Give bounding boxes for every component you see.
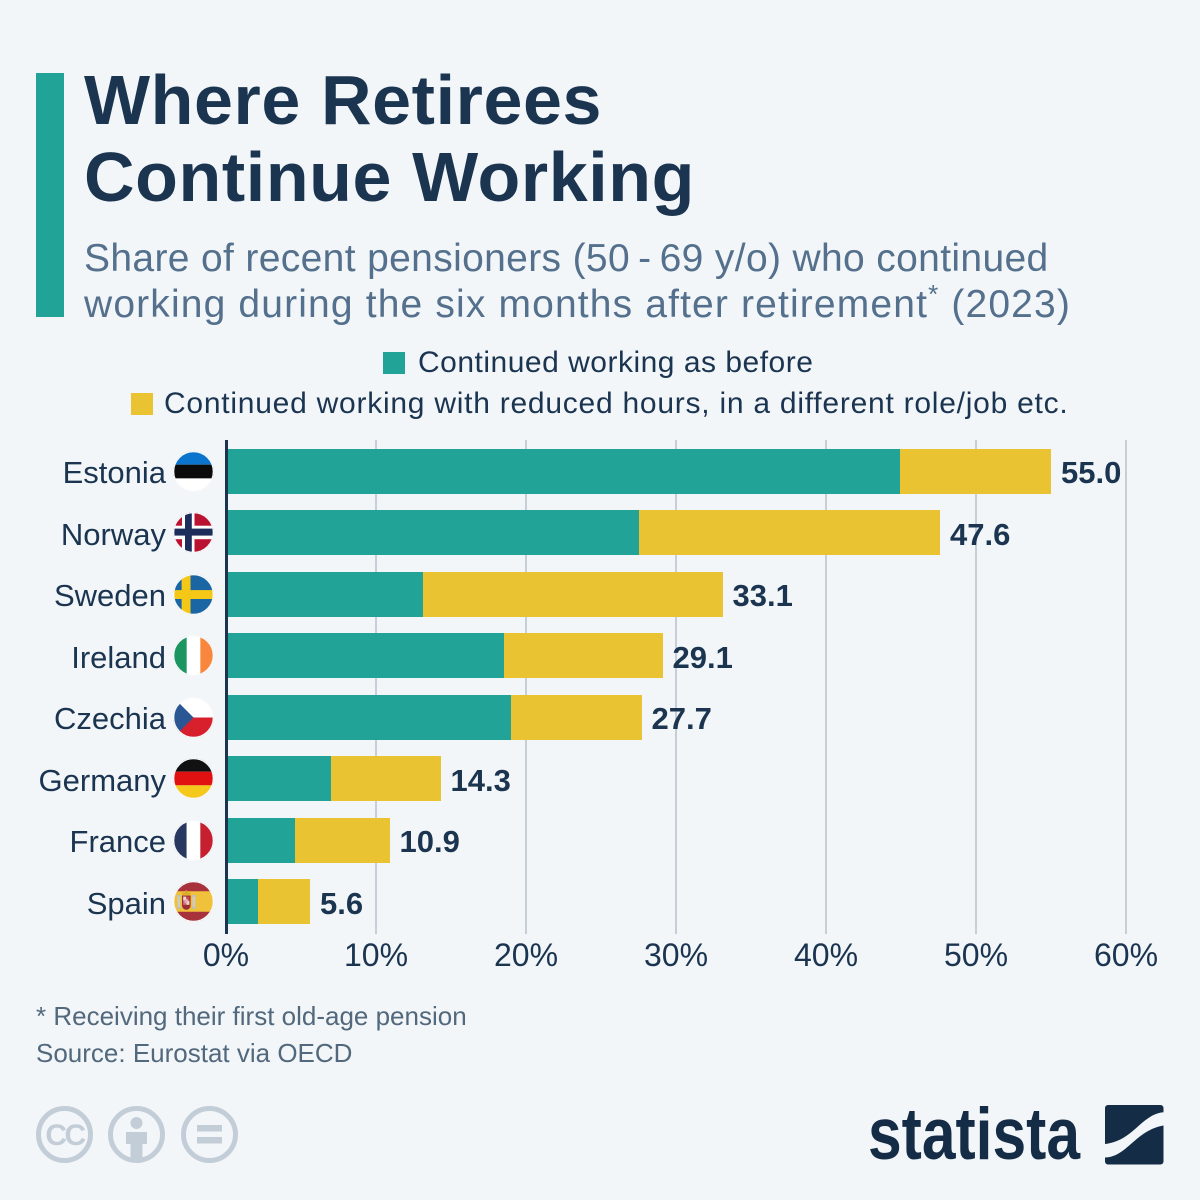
svg-text:CC: CC bbox=[45, 1119, 85, 1152]
svg-text:statista: statista bbox=[868, 1095, 1081, 1175]
